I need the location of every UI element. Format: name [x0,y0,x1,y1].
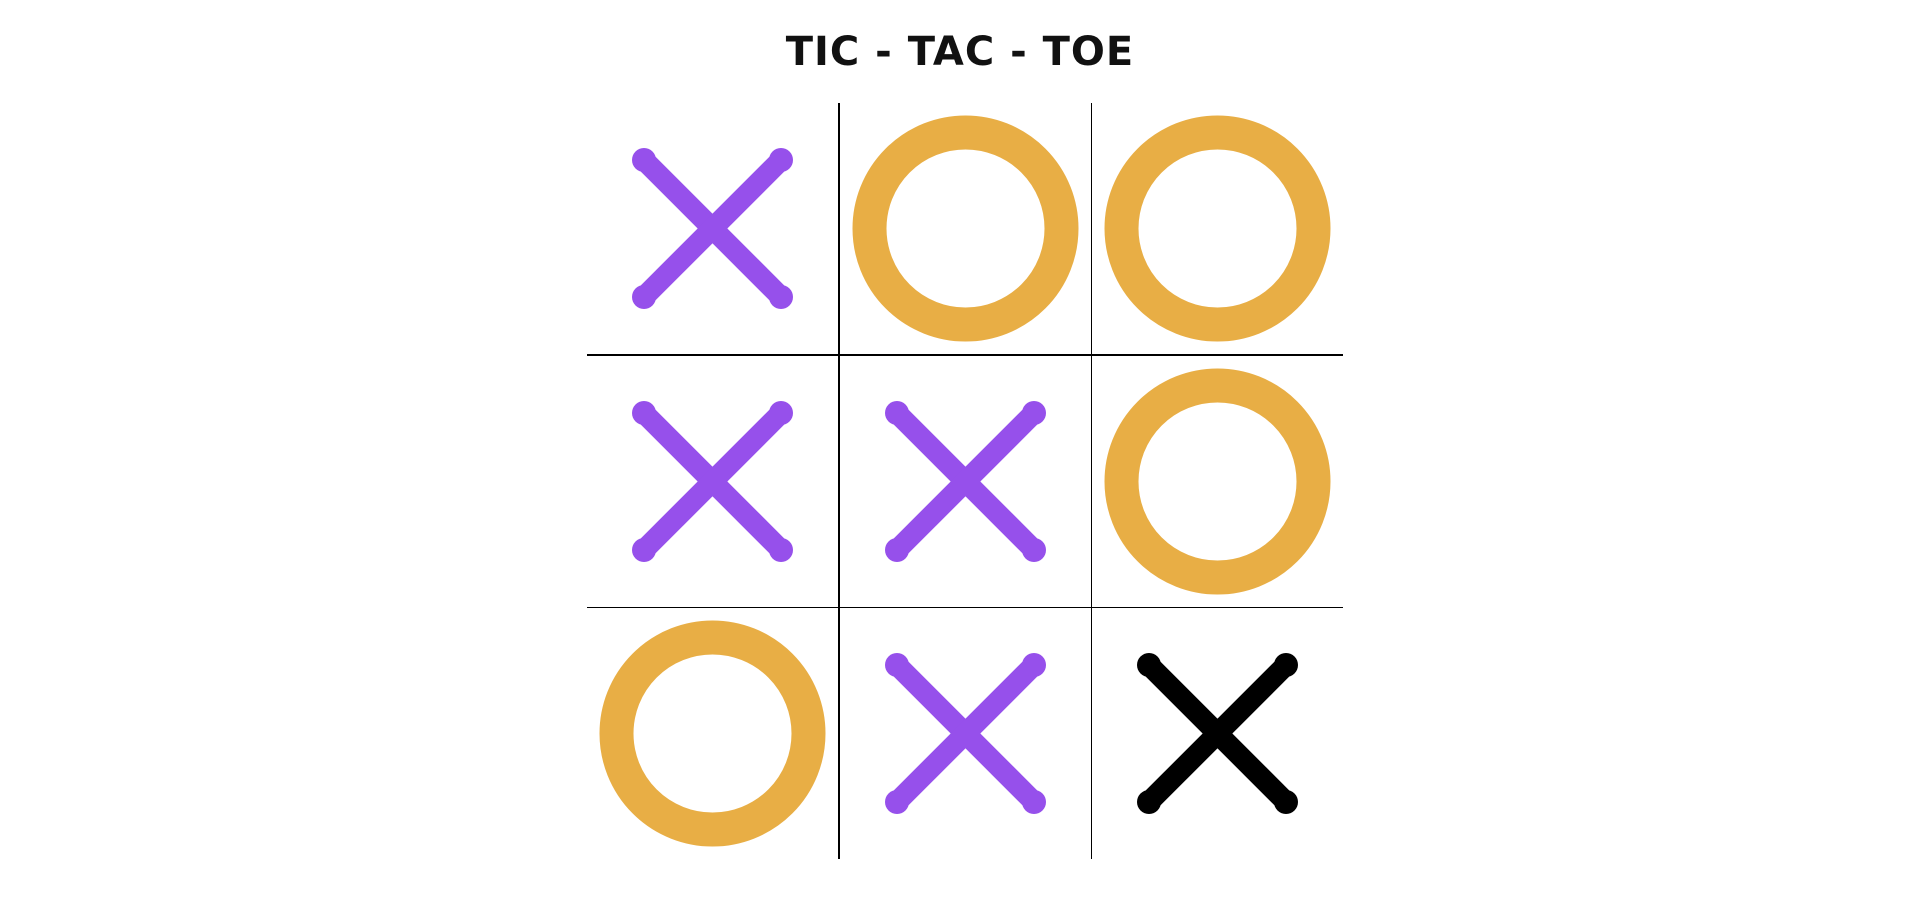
x-mark-icon [1137,653,1298,814]
board-cell-2[interactable] [839,103,1091,354]
o-mark-icon [1104,115,1331,342]
board-cell-6[interactable] [1092,355,1343,607]
x-mark-icon [884,653,1046,814]
o-mark-icon [1104,368,1331,594]
board-cell-3[interactable] [1092,103,1343,354]
board-cell-9[interactable] [1092,608,1343,859]
x-mark-icon [632,400,793,562]
board-cell-8[interactable] [839,608,1091,859]
x-mark-icon [632,148,793,309]
board-cell-1[interactable] [587,103,838,354]
x-mark-icon [884,400,1046,562]
o-mark-icon [599,620,826,847]
board-cell-5[interactable] [839,355,1091,607]
game-board [587,103,1343,859]
game-title: TIC - TAC - TOE [785,29,1135,75]
board-cell-4[interactable] [587,355,838,607]
board-cell-7[interactable] [587,608,838,859]
o-mark-icon [852,115,1078,342]
